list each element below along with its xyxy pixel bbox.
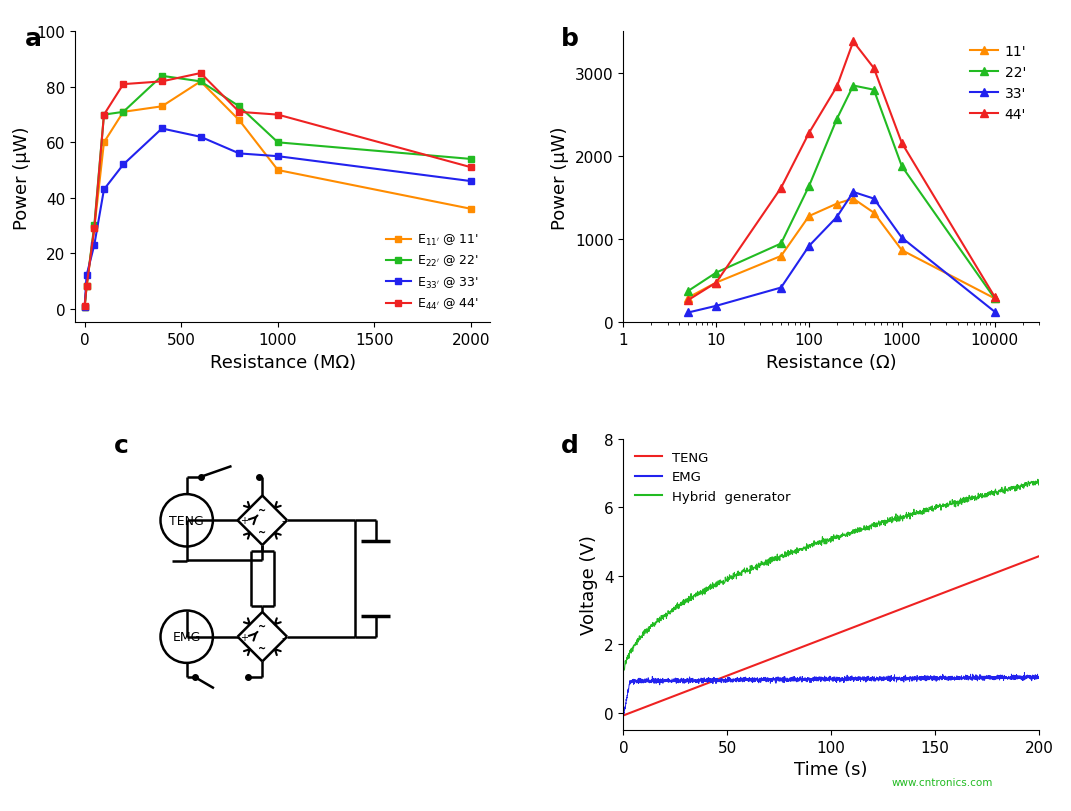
Y-axis label: Voltage (V): Voltage (V): [580, 534, 599, 634]
Text: a: a: [25, 27, 42, 50]
Text: TENG: TENG: [169, 514, 205, 527]
Text: -: -: [282, 516, 285, 526]
Legend: E$_{11'}$ @ 11', E$_{22'}$ @ 22', E$_{33'}$ @ 33', E$_{44'}$ @ 44': E$_{11'}$ @ 11', E$_{22'}$ @ 22', E$_{33…: [381, 228, 484, 317]
Text: ~: ~: [258, 504, 267, 514]
Text: -: -: [282, 632, 285, 642]
Y-axis label: Power (μW): Power (μW): [552, 126, 570, 230]
Text: d: d: [561, 433, 579, 457]
Text: EMG: EMG: [172, 630, 201, 643]
Y-axis label: Power (μW): Power (μW): [13, 126, 31, 230]
X-axis label: Resistance (Ω): Resistance (Ω): [766, 354, 896, 371]
Text: c: c: [114, 433, 129, 457]
Text: ~: ~: [258, 643, 267, 653]
Text: www.cntronics.com: www.cntronics.com: [892, 777, 993, 787]
Text: ~: ~: [258, 620, 267, 631]
Legend: 11', 22', 33', 44': 11', 22', 33', 44': [965, 40, 1032, 127]
X-axis label: Resistance (MΩ): Resistance (MΩ): [210, 354, 356, 371]
Text: +: +: [240, 516, 247, 526]
Legend: TENG, EMG, Hybrid  generator: TENG, EMG, Hybrid generator: [630, 446, 796, 508]
X-axis label: Time (s): Time (s): [795, 760, 868, 778]
Text: ~: ~: [258, 527, 267, 537]
Text: +: +: [240, 632, 247, 642]
Text: b: b: [561, 27, 579, 50]
